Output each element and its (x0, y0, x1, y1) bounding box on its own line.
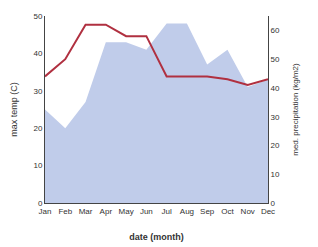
svg-text:May: May (119, 207, 134, 216)
svg-text:30: 30 (271, 112, 280, 121)
svg-text:Jun: Jun (140, 207, 153, 216)
svg-text:Feb: Feb (58, 207, 72, 216)
svg-text:Aug: Aug (180, 207, 194, 216)
svg-text:Nov: Nov (241, 207, 255, 216)
svg-text:med. precipitation (kg/m2): med. precipitation (kg/m2) (291, 63, 300, 156)
svg-text:40: 40 (271, 84, 280, 93)
svg-text:20: 20 (271, 141, 280, 150)
svg-text:max temp (C): max temp (C) (9, 82, 19, 137)
svg-text:50: 50 (33, 12, 42, 21)
svg-text:40: 40 (33, 49, 42, 58)
svg-text:30: 30 (33, 87, 42, 96)
svg-text:Sep: Sep (200, 207, 215, 216)
svg-text:Apr: Apr (100, 207, 113, 216)
svg-text:Jan: Jan (39, 207, 52, 216)
svg-text:Dec: Dec (261, 207, 275, 216)
svg-text:date (month): date (month) (129, 232, 184, 242)
svg-text:20: 20 (33, 124, 42, 133)
svg-text:Mar: Mar (79, 207, 93, 216)
svg-text:0: 0 (38, 199, 43, 208)
svg-text:Oct: Oct (221, 207, 234, 216)
svg-text:0: 0 (271, 199, 276, 208)
svg-text:60: 60 (271, 26, 280, 35)
svg-text:Jul: Jul (162, 207, 172, 216)
svg-text:10: 10 (271, 170, 280, 179)
svg-text:50: 50 (271, 55, 280, 64)
svg-text:10: 10 (33, 161, 42, 170)
